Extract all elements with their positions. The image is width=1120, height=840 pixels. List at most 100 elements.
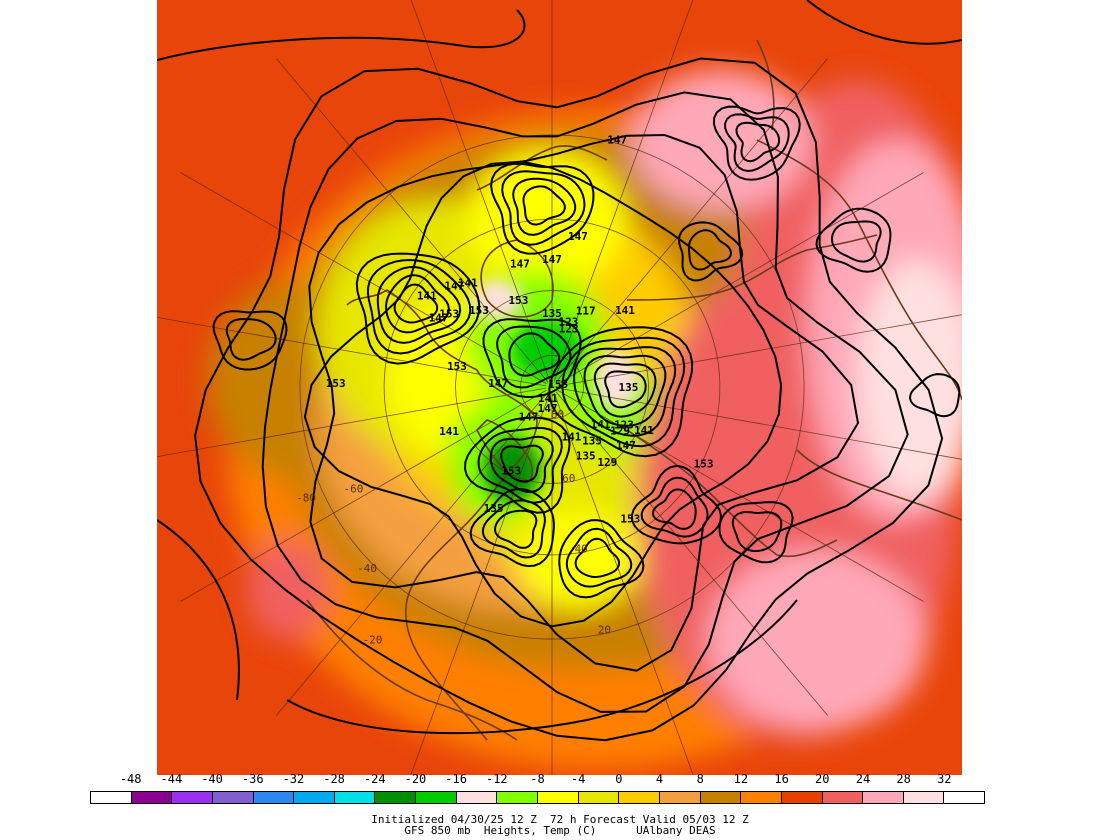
coastline-pacific — [756, 39, 775, 131]
contour-label: 117 — [576, 305, 596, 318]
coastlines — [306, 39, 962, 741]
colorbar-tick: -16 — [445, 772, 467, 786]
contour-low — [501, 170, 586, 246]
contour-label: 147 — [542, 253, 562, 266]
contour-low — [677, 221, 744, 282]
contour-ring — [308, 133, 860, 672]
contour-label: 141 — [562, 431, 582, 444]
contour-label: 135 — [582, 434, 602, 447]
meridian-line — [558, 387, 962, 460]
contour-low — [574, 537, 621, 579]
contour-label: 153 — [548, 378, 568, 391]
coastline-greenland — [480, 239, 554, 318]
contour-low — [565, 527, 633, 588]
meridian-line — [157, 387, 546, 458]
colorbar-swatch — [456, 792, 498, 803]
colorbar-swatch — [781, 792, 823, 803]
contour-label: 153 — [694, 458, 714, 471]
contour-low — [561, 336, 686, 448]
contour-high — [908, 373, 961, 418]
contour-low — [512, 177, 577, 236]
colorbar-swatch — [619, 792, 660, 803]
latitude-label: 60 — [562, 472, 575, 485]
contour-label: 147 — [488, 377, 508, 390]
contour-label: 153 — [326, 377, 346, 390]
contour-label: 147 — [607, 134, 627, 147]
colorbar-tick: 28 — [896, 772, 911, 786]
colorbar-swatch — [334, 792, 376, 803]
contour-ring — [194, 57, 944, 742]
contour-low — [494, 509, 538, 549]
contour-high — [718, 501, 794, 564]
contour-low — [500, 444, 544, 483]
contour-high — [815, 207, 892, 273]
contour-label: 147 — [510, 257, 530, 270]
contour-low — [548, 326, 694, 458]
colorbar-swatch — [903, 792, 945, 803]
contour-label: 123 — [614, 419, 634, 432]
contour-label: 129 — [597, 456, 617, 469]
contour-label: 135 — [618, 381, 638, 394]
meridian-line — [157, 316, 546, 387]
contour-high — [482, 318, 582, 399]
latitude-label: -20 — [363, 633, 383, 646]
contour-label: 141 — [615, 304, 635, 317]
contour-label: 153 — [508, 294, 528, 307]
contour-low — [385, 274, 450, 334]
contour-low — [604, 370, 647, 409]
meridian-line — [275, 391, 549, 716]
coastline-alaska — [476, 145, 608, 191]
contour-high — [731, 511, 783, 552]
meridian-line — [558, 314, 962, 387]
latitude-label: 40 — [575, 542, 588, 555]
meridian-line — [410, 0, 551, 382]
colorbar-tick-labels: -48 -44 -40 -36 -32 -28 -24 -20 -16 -12 -8 -4 0 4 8 12 1… — [90, 772, 985, 788]
colorbar-swatch — [253, 792, 295, 803]
contour-label: 153 — [469, 304, 489, 317]
contour-low — [469, 487, 555, 568]
contour-label: 129 — [610, 425, 630, 438]
contour-low — [687, 229, 733, 271]
colorbar-tick: 8 — [696, 772, 704, 786]
contour-high — [496, 325, 572, 389]
latitude-label: 80 — [551, 408, 564, 421]
colorbar-tick: -40 — [201, 772, 223, 786]
colorbar-tick: 24 — [855, 772, 871, 786]
contour-open — [286, 599, 798, 735]
caption-line-1: Initialized 04/30/25 12 Z 72 h Forecast … — [371, 813, 749, 826]
colorbar-swatch — [700, 792, 742, 803]
colorbar-swatch — [416, 792, 457, 803]
contour-label: 147 — [444, 279, 464, 292]
colorbar-tick: -8 — [530, 772, 545, 786]
coastline-north-america — [346, 289, 538, 741]
contour-low — [593, 362, 657, 418]
colorbar-swatch — [375, 792, 417, 803]
temperature-colorbar — [90, 791, 985, 804]
contour-label: 141 — [439, 425, 459, 438]
colorbar-swatch — [822, 792, 864, 803]
contour-low — [651, 488, 697, 530]
contour-low — [640, 476, 709, 538]
contour-ring — [261, 91, 909, 713]
contour-low — [630, 464, 722, 545]
contour-low — [558, 519, 645, 599]
colorbar-swatch — [497, 792, 539, 803]
contour-open — [157, 9, 526, 61]
contour-low — [366, 258, 472, 355]
contour-label: 135 — [542, 307, 562, 320]
colorbar-tick: -28 — [323, 772, 345, 786]
contour-label: 153 — [501, 464, 521, 477]
coastline-hudson — [476, 419, 533, 484]
contour-open — [157, 519, 240, 701]
meridian-line — [275, 58, 549, 383]
meridian-line — [180, 389, 547, 602]
colorbar-swatch — [863, 792, 904, 803]
temp-band-very-warm — [857, 260, 962, 500]
contour-label: 123 — [558, 316, 578, 329]
contour-label: 153 — [447, 360, 467, 373]
contour-low — [489, 435, 554, 493]
contour-label: 153 — [439, 308, 459, 321]
contour-label: 147 — [616, 439, 636, 452]
temperature-shading — [157, 0, 962, 775]
colorbar-swatch — [172, 792, 213, 803]
